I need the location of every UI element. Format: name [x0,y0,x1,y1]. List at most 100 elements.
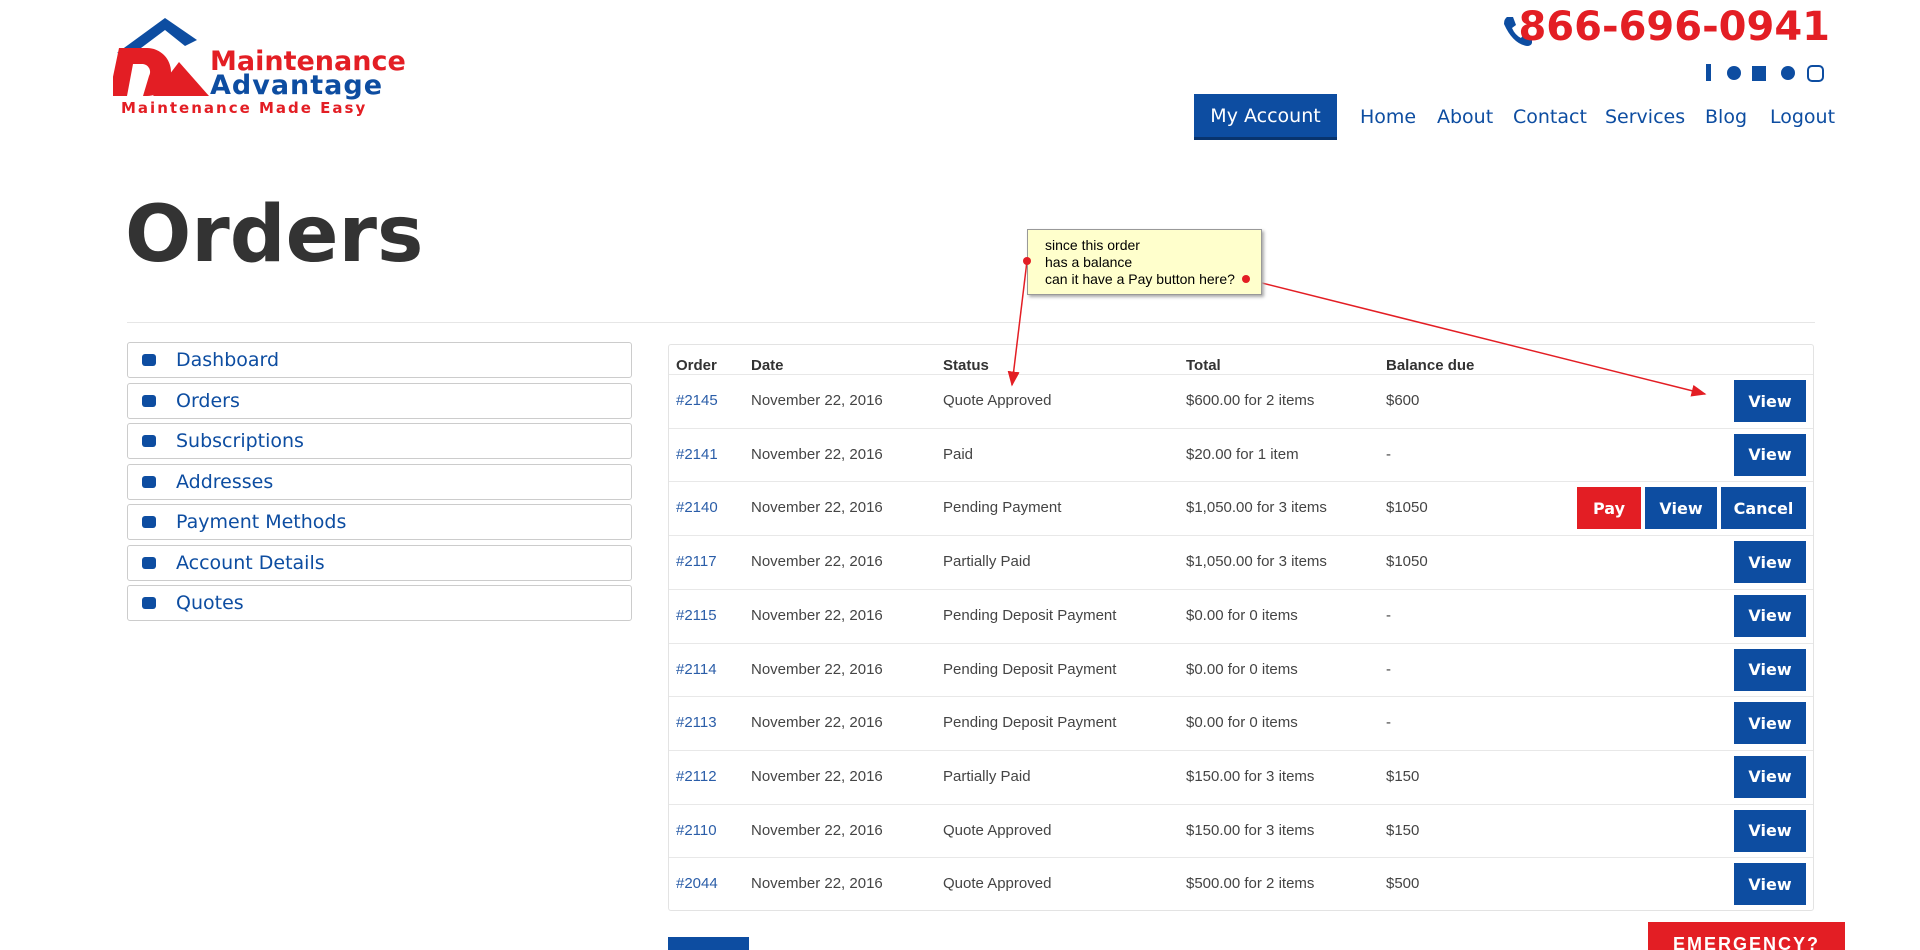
nav-item-active[interactable]: My Account [1194,94,1337,140]
column-header: Order [676,357,717,374]
cell-text: $600 [1386,392,1420,409]
sidebar-label[interactable]: Quotes [176,592,244,614]
order-link[interactable]: #2115 [676,606,717,624]
sidebar-item[interactable]: Subscriptions [127,423,632,459]
order-link[interactable]: #2117 [676,553,717,571]
social-icons [1706,64,1824,82]
annotation-note: since this order has a balance can it have… [1027,229,1262,295]
row-divider [669,374,1813,375]
cell-text: $150.00 for 3 items [1186,767,1315,785]
order-link[interactable]: #2110 [676,821,717,839]
order-link[interactable]: #2112 [676,767,717,785]
row-divider [669,803,1813,805]
cell-text: $0.00 for 0 items [1186,606,1298,624]
nav-item[interactable]: Home [1360,106,1417,128]
column-header: Total [1186,357,1221,374]
phone-number[interactable]: 866-696-0941 [1518,4,1830,50]
order-link[interactable]: #2114 [676,660,717,678]
cell-text: $500.00 for 2 items [1186,875,1315,893]
cell-text: November 22, 2016 [751,660,883,678]
cell-text: $150 [1386,821,1420,839]
cell-text: November 22, 2016 [751,499,883,517]
cell-text: Quote Approved [943,392,1052,409]
cell-text: $500 [1386,875,1420,893]
cell-text: - [1386,606,1391,624]
cell-text: November 22, 2016 [751,606,883,624]
nav-item[interactable]: Contact [1513,106,1587,128]
cell-text: November 22, 2016 [751,445,883,463]
cell-text: Partially Paid [943,767,1031,785]
cell-text: Pending Deposit Payment [943,660,1117,678]
cell-text: $1050 [1386,553,1428,571]
action-button[interactable]: View [1734,755,1806,798]
cell-text: $0.00 for 0 items [1186,714,1298,732]
nav-item[interactable]: Logout [1770,106,1836,128]
action-button[interactable]: View [1734,863,1806,906]
action-button[interactable]: Pay [1577,487,1641,530]
action-button[interactable]: View [1734,702,1806,745]
column-header: Status [943,357,989,374]
action-button[interactable]: View [1734,380,1806,422]
row-divider [669,427,1813,429]
cell-text: Quote Approved [943,875,1052,893]
order-link[interactable]: #2044 [676,875,718,893]
cell-text: Paid [943,445,974,463]
order-link[interactable]: #2141 [676,445,718,463]
action-button[interactable]: Cancel [1721,487,1806,530]
row-divider [669,481,1813,483]
facebook-icon[interactable] [1706,64,1711,81]
sidebar-icon [142,516,156,528]
sidebar-label[interactable]: Account Details [176,551,325,574]
column-header: Date [751,357,784,374]
nav-item[interactable]: About [1437,106,1494,128]
sidebar-item[interactable]: Account Details [127,544,632,581]
cell-text: Quote Approved [943,821,1052,839]
sidebar-item[interactable]: Quotes [127,585,632,621]
action-button[interactable]: View [1734,541,1806,584]
row-divider [669,642,1813,644]
google-icon[interactable] [1781,66,1795,80]
cell-text: November 22, 2016 [751,767,883,785]
action-button[interactable]: View [1645,487,1717,530]
sidebar-icon [142,394,156,407]
instagram-icon[interactable] [1807,65,1824,82]
twitter-icon[interactable] [1727,66,1741,80]
action-button[interactable]: View [1734,809,1806,852]
sidebar-icon [142,354,156,366]
order-link[interactable]: #2145 [676,392,718,409]
sidebar-label[interactable]: Orders [176,389,240,412]
sidebar-item[interactable]: Dashboard [127,342,632,378]
linkedin-icon[interactable] [1752,66,1766,81]
order-link[interactable]: #2140 [676,499,718,517]
logo-tagline: Maintenance Made Easy [121,99,368,117]
sidebar-item[interactable]: Addresses [127,463,632,500]
cell-text: $1,050.00 for 3 items [1186,553,1327,571]
sidebar-icon [142,475,156,488]
action-button[interactable]: View [1734,433,1806,476]
action-button[interactable]: View [1734,594,1806,637]
next-button[interactable]: Next [668,937,749,950]
phone-icon [1504,17,1532,46]
emergency-button[interactable]: EMERGENCY? [1648,922,1845,950]
sidebar-item[interactable]: Orders [127,382,632,419]
sidebar-icon [142,435,156,447]
cell-text: - [1386,714,1391,732]
row-divider [669,588,1813,590]
logo-text[interactable]: Maintenance [210,46,406,77]
nav-item[interactable]: Blog [1705,106,1747,128]
sidebar-label[interactable]: Addresses [176,470,274,493]
nav-item[interactable]: Services [1605,106,1686,128]
note-line: since this order [1045,237,1140,253]
sidebar-label[interactable]: Subscriptions [176,430,304,452]
sidebar-label[interactable]: Dashboard [176,349,280,371]
sidebar-label[interactable]: Payment Methods [176,511,347,533]
row-divider [669,696,1813,698]
cell-text: Pending Payment [943,499,1062,517]
action-button[interactable]: View [1734,648,1806,691]
cell-text: November 22, 2016 [751,714,883,732]
logo-text[interactable]: Advantage [210,70,384,101]
sidebar-item[interactable]: Payment Methods [127,504,632,540]
row-divider [669,535,1813,537]
order-link[interactable]: #2113 [676,714,717,732]
